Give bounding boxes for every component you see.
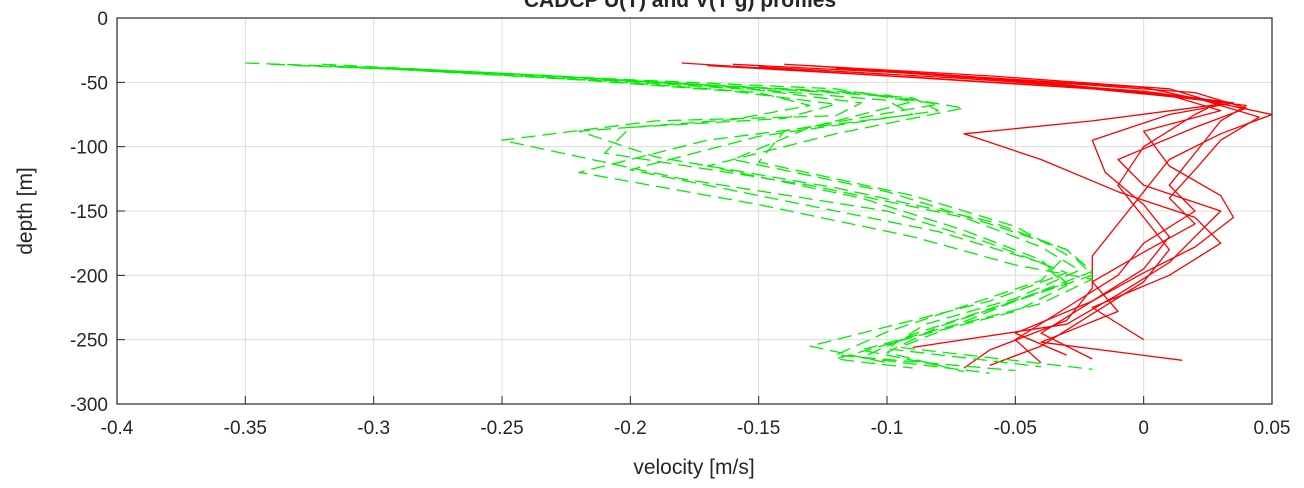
x-tick-label: -0.1 [871,418,904,439]
y-tick-label: -300 [70,395,108,416]
x-tick-label: -0.3 [357,418,390,439]
u-profile-line [707,64,1247,364]
u-profile-line [835,67,1235,360]
y-tick-label: 0 [97,9,108,30]
y-tick-label: -250 [70,331,108,352]
v-profile-line [245,62,1093,373]
x-axis-label: velocity [m/s] [633,456,754,479]
x-tick-label: 0.05 [1254,418,1291,439]
x-tick-label: -0.2 [614,418,647,439]
chart-title: CADCP U(T) and V(T g) profiles [524,0,836,12]
v-profile-line [270,63,1068,372]
y-tick-label: -50 [81,73,108,94]
v-profile-line [399,68,1081,368]
y-tick-label: -100 [70,138,108,159]
v-profile-line [373,67,1068,364]
y-tick-label: -150 [70,202,108,223]
u-profile-line [809,64,1247,349]
v-profile-line [347,66,1093,367]
series-layer [245,62,1272,374]
x-tick-label: -0.25 [480,418,523,439]
x-tick-label: 0 [1138,418,1149,439]
x-tick-label: -0.35 [224,418,267,439]
plot-area [245,62,1272,374]
x-tick-label: -0.15 [737,418,780,439]
u-profile-line [861,68,1260,361]
grid [116,17,1273,405]
v-profile-line [424,70,1093,370]
y-axis: 0 -50 -100 -150 -200 -250 -300 [70,9,125,416]
y-tick-label: -200 [70,266,108,287]
u-profile-line [784,63,1222,341]
x-tick-label: -0.05 [994,418,1037,439]
x-tick-label: -0.4 [101,418,134,439]
y-axis-label: depth [m] [14,167,37,255]
x-axis: -0.4 -0.35 -0.3 -0.25 -0.2 -0.15 -0.1 -0.05 0 0.0… [101,396,1291,439]
